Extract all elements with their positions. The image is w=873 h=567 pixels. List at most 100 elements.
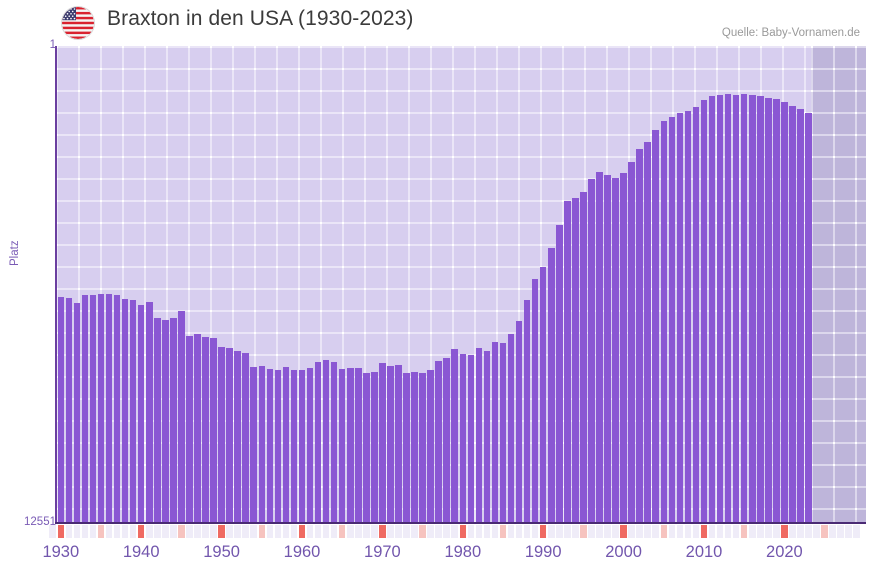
bar — [588, 179, 595, 522]
x-axis-marker — [660, 525, 668, 538]
x-axis-marker — [363, 525, 370, 538]
bar — [57, 297, 65, 522]
bar — [242, 353, 249, 522]
bar — [113, 294, 121, 522]
bar — [596, 171, 603, 522]
bar — [604, 174, 611, 522]
bar — [162, 320, 169, 522]
x-axis-marker — [628, 525, 635, 538]
bar — [555, 225, 563, 522]
bar — [194, 334, 201, 522]
bar — [346, 368, 354, 522]
bar — [572, 198, 579, 522]
x-axis-marker — [178, 525, 185, 538]
bar — [652, 129, 660, 522]
x-axis-marker — [580, 525, 587, 538]
bar — [515, 320, 523, 522]
x-axis-marker — [81, 525, 89, 538]
x-axis-marker — [748, 525, 756, 538]
x-axis-tick-label: 1930 — [42, 543, 80, 561]
x-axis-marker — [419, 525, 426, 538]
bar — [459, 353, 467, 522]
x-axis-marker — [129, 525, 137, 538]
bar — [186, 335, 193, 522]
x-axis-marker — [210, 525, 217, 538]
x-axis-marker — [282, 525, 290, 538]
bar — [363, 372, 370, 522]
bar — [371, 371, 378, 522]
x-axis-tick-label: 1950 — [203, 543, 240, 561]
x-axis-marker — [483, 525, 491, 538]
bar — [531, 279, 539, 522]
x-axis-marker — [105, 525, 113, 538]
bar — [443, 357, 450, 522]
x-axis-marker — [539, 525, 547, 538]
x-axis-marker — [499, 525, 507, 538]
x-axis-marker — [491, 525, 499, 538]
x-axis-marker — [596, 525, 603, 538]
bar — [435, 360, 442, 522]
bar — [539, 266, 547, 522]
x-axis-marker — [547, 525, 555, 538]
x-axis-marker — [314, 525, 322, 538]
x-axis-marker — [113, 525, 121, 538]
x-axis-marker — [853, 525, 861, 538]
y-axis-tick-top: 1 — [49, 39, 56, 51]
x-axis-marker — [700, 525, 708, 538]
x-axis-marker — [692, 525, 700, 538]
x-axis-marker — [564, 525, 571, 538]
x-axis-marker — [740, 525, 748, 538]
bar — [700, 100, 708, 522]
x-axis-marker — [805, 525, 812, 538]
bar — [258, 366, 266, 522]
bar — [507, 334, 515, 522]
x-axis-marker — [298, 525, 306, 538]
y-axis-tick-bottom: 12551 — [24, 516, 56, 528]
page-title: Braxton in den USA (1930-2023) — [107, 7, 414, 30]
bar — [306, 368, 314, 522]
bar — [403, 372, 410, 522]
bar — [330, 361, 338, 522]
bar — [298, 369, 306, 522]
x-axis-marker — [162, 525, 169, 538]
bar — [781, 102, 788, 522]
bar — [628, 162, 635, 522]
x-axis-marker — [716, 525, 724, 538]
bar — [411, 372, 418, 522]
y-axis-line — [55, 46, 57, 523]
bar — [97, 294, 105, 522]
bar — [218, 346, 225, 522]
bar — [547, 248, 555, 522]
x-axis-marker — [837, 525, 844, 538]
bar — [740, 94, 748, 522]
x-axis-marker — [322, 525, 330, 538]
x-axis-tick-label: 1940 — [122, 543, 160, 561]
bar — [773, 99, 780, 522]
bar — [692, 107, 700, 522]
bar — [322, 360, 330, 522]
bar — [170, 317, 177, 522]
x-axis-marker — [797, 525, 804, 538]
x-axis-marker — [258, 525, 266, 538]
x-axis-marker — [395, 525, 402, 538]
x-axis-marker — [427, 525, 434, 538]
bar — [234, 351, 241, 522]
bar — [145, 302, 153, 522]
x-axis-marker — [379, 525, 386, 538]
source-attribution: Quelle: Baby-Vornamen.de — [721, 27, 860, 39]
x-axis-marker — [636, 525, 643, 538]
x-axis-marker — [507, 525, 515, 538]
x-axis-marker — [57, 525, 65, 538]
x-axis-tick-label: 2020 — [766, 543, 803, 561]
bar — [121, 298, 129, 522]
bar — [644, 141, 651, 522]
bar — [612, 177, 619, 522]
x-axis-marker — [845, 525, 852, 538]
x-axis-marker — [475, 525, 483, 538]
x-axis-marker — [226, 525, 233, 538]
x-axis-marker — [274, 525, 282, 538]
bar — [467, 355, 475, 522]
x-axis-marker — [121, 525, 129, 538]
bar — [636, 149, 643, 522]
bar — [178, 311, 185, 522]
